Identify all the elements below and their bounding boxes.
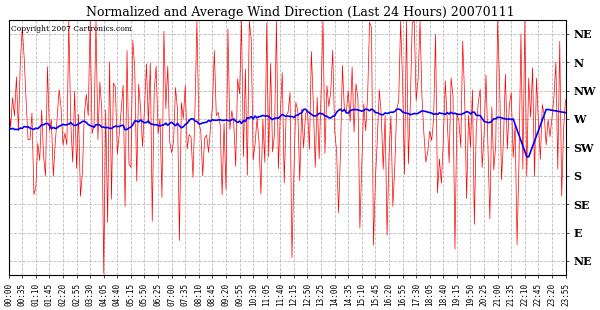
Text: Copyright 2007 Cartronics.com: Copyright 2007 Cartronics.com: [11, 25, 133, 33]
Text: Normalized and Average Wind Direction (Last 24 Hours) 20070111: Normalized and Average Wind Direction (L…: [86, 6, 514, 19]
